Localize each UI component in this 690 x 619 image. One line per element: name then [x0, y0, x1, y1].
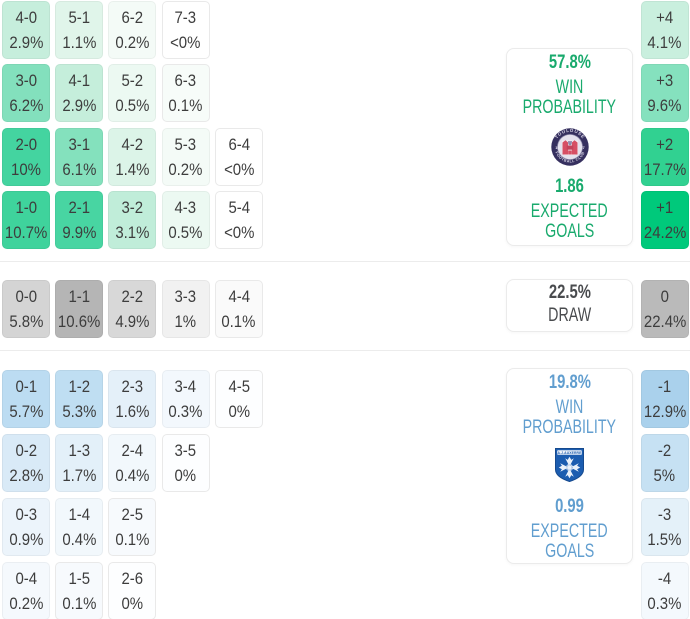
svg-text:37: 37 — [580, 145, 585, 150]
svg-text:A.J.AUXERRE: A.J.AUXERRE — [558, 451, 583, 455]
svg-text:19: 19 — [555, 145, 560, 150]
